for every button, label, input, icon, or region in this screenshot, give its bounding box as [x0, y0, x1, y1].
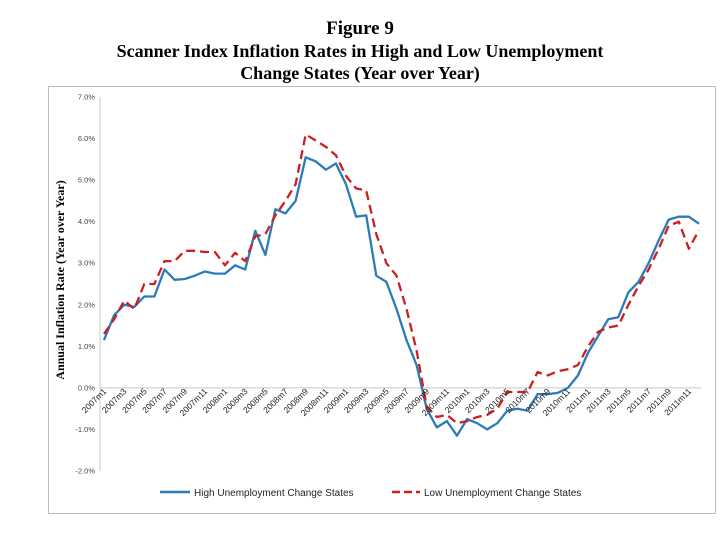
y-tick-label: 6.0% — [78, 134, 95, 143]
series-line-low-unemployment — [103, 133, 701, 425]
y-tick-label: 5.0% — [78, 176, 95, 185]
legend: High Unemployment Change States Low Unem… — [160, 488, 581, 499]
figure-title-block: Figure 9 Scanner Index Inflation Rates i… — [0, 18, 720, 84]
figure-title-line-2: Change States (Year over Year) — [240, 63, 480, 83]
y-tick-label: 0.0% — [78, 383, 95, 392]
y-tick-label: 3.0% — [78, 259, 95, 268]
series-lines — [102, 133, 701, 437]
y-tick-label: 1.0% — [78, 342, 95, 351]
y-tick-label: 2.0% — [78, 300, 95, 309]
x-axis-ticks: 2007m12007m32007m52007m72007m92007m11200… — [80, 386, 694, 418]
figure-title-line-1: Scanner Index Inflation Rates in High an… — [116, 41, 604, 61]
figure-number: Figure 9 — [326, 18, 394, 39]
legend-label-low: Low Unemployment Change States — [424, 488, 581, 499]
chart-frame — [48, 86, 716, 514]
y-tick-label: -1.0% — [75, 425, 95, 434]
y-tick-label: -2.0% — [75, 467, 95, 476]
y-tick-label: 4.0% — [78, 217, 95, 226]
y-axis-label: Annual Inflation Rate (Year over Year) — [53, 180, 67, 379]
y-axis-ticks: 7.0% 6.0% 5.0% 4.0% 3.0% 2.0% 1.0% 0.0% -1.0% -2.… — [75, 93, 95, 476]
y-tick-label: 7.0% — [78, 93, 95, 102]
series-line-high-unemployment — [102, 156, 700, 437]
legend-label-high: High Unemployment Change States — [194, 488, 354, 499]
